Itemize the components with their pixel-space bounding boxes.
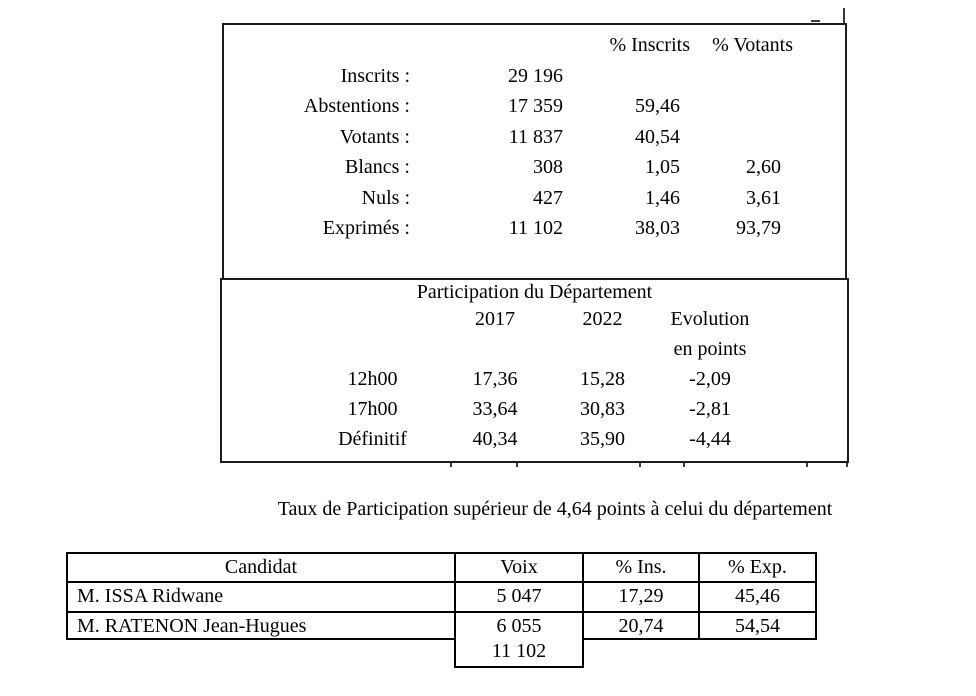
summary-label: Exprimés : xyxy=(322,217,410,239)
candidates-header-row: Candidat Voix % Ins. % Exp. xyxy=(66,552,817,583)
participation-col-2022: 2022 xyxy=(582,308,623,330)
summary-pct-inscrits: 1,05 xyxy=(645,156,680,178)
pct-inscrits-header: % Inscrits xyxy=(609,34,690,56)
summary-label: Abstentions : xyxy=(303,95,410,117)
participation-note: Taux de Participation supérieur de 4,64 … xyxy=(277,498,833,520)
candidate-pct-exp: 45,46 xyxy=(698,583,815,611)
participation-evolution-value: -2,81 xyxy=(689,398,731,420)
scan-artifact-tick xyxy=(450,463,452,467)
participation-evolution-value: -4,44 xyxy=(689,428,731,450)
candidate-name: M. ISSA Ridwane xyxy=(77,585,224,607)
scan-artifact-tick xyxy=(683,463,685,467)
summary-pct-inscrits: 59,46 xyxy=(635,95,680,117)
pct-votants-header: % Votants xyxy=(712,34,793,56)
empty-cell xyxy=(224,30,410,61)
candidate-pct-ins: 20,74 xyxy=(582,610,698,638)
voix-header: Voix xyxy=(454,554,582,581)
participation-value-2017: 40,34 xyxy=(472,428,518,450)
pct-exp-header: % Exp. xyxy=(698,554,815,581)
summary-count: 11 837 xyxy=(508,125,563,148)
summary-pct-inscrits xyxy=(563,61,690,92)
empty-cell xyxy=(320,304,425,334)
candidate-voix: 5 047 xyxy=(454,583,582,611)
participation-col-2017: 2017 xyxy=(475,308,515,330)
summary-pct-votants xyxy=(690,91,793,122)
pct-ins-header: % Ins. xyxy=(582,554,698,581)
empty-cell xyxy=(410,30,563,61)
empty-cell xyxy=(565,334,640,364)
summary-label: Votants : xyxy=(339,125,410,148)
summary-label: Inscrits : xyxy=(340,64,410,87)
participation-value-2022: 35,90 xyxy=(580,428,625,450)
summary-pct-inscrits: 40,54 xyxy=(635,125,680,148)
empty-cell xyxy=(320,334,425,364)
summary-pct-inscrits: 1,46 xyxy=(645,186,680,209)
scan-artifact-tick xyxy=(843,8,845,23)
candidate-name: M. RATENON Jean-Hugues xyxy=(68,610,454,639)
participation-time-label: 12h00 xyxy=(347,368,398,390)
summary-count: 308 xyxy=(533,156,563,178)
empty-cell xyxy=(425,334,565,364)
participation-time-label: Définitif xyxy=(338,428,407,450)
scan-artifact-tick xyxy=(806,463,808,467)
candidat-header: Candidat xyxy=(224,556,298,578)
scan-artifact-tick xyxy=(639,463,641,467)
summary-pct-votants: 93,79 xyxy=(736,217,781,239)
participation-time-label: 17h00 xyxy=(347,398,398,420)
participation-col-evolution: Evolution xyxy=(670,308,750,330)
scan-artifact-tick xyxy=(811,20,820,22)
summary-pct-votants xyxy=(690,122,793,153)
candidate-voix: 6 055 xyxy=(454,610,582,638)
summary-pct-votants: 2,60 xyxy=(746,156,781,178)
summary-label: Nuls : xyxy=(361,186,410,209)
summary-pct-inscrits: 38,03 xyxy=(635,217,680,239)
participation-grid: 2017 2022 Evolution en points 12h00 17,3… xyxy=(320,304,847,454)
summary-label: Blancs : xyxy=(345,156,410,178)
scan-artifact-tick xyxy=(846,463,848,467)
summary-count: 11 102 xyxy=(508,217,563,239)
candidate-pct-ins: 17,29 xyxy=(582,583,698,611)
summary-count: 427 xyxy=(533,186,563,209)
participation-title: Participation du Département xyxy=(416,281,653,303)
summary-count: 17 359 xyxy=(508,95,563,117)
participation-value-2017: 33,64 xyxy=(472,398,518,420)
candidates-table-body: M. ISSA Ridwane 5 047 17,29 45,46 M. RAT… xyxy=(66,581,817,640)
summary-pct-votants xyxy=(690,61,793,92)
participation-evolution-value: -2,09 xyxy=(689,368,731,390)
participation-col-evolution-sub: en points xyxy=(673,338,747,360)
participation-table: Participation du Département 2017 2022 E… xyxy=(220,278,849,463)
candidate-pct-exp: 54,54 xyxy=(698,610,815,638)
summary-count: 29 196 xyxy=(508,64,563,87)
summary-pct-votants: 3,61 xyxy=(746,186,781,209)
vote-summary-grid: % Inscrits % Votants Inscrits : 29 196 A… xyxy=(224,25,845,244)
participation-value-2017: 17,36 xyxy=(472,368,518,390)
vote-summary-table: % Inscrits % Votants Inscrits : 29 196 A… xyxy=(222,23,847,280)
participation-value-2022: 15,28 xyxy=(580,368,625,390)
participation-value-2022: 30,83 xyxy=(580,398,625,420)
total-voix-cell: 11 102 xyxy=(454,638,584,668)
scan-artifact-tick xyxy=(516,463,518,467)
